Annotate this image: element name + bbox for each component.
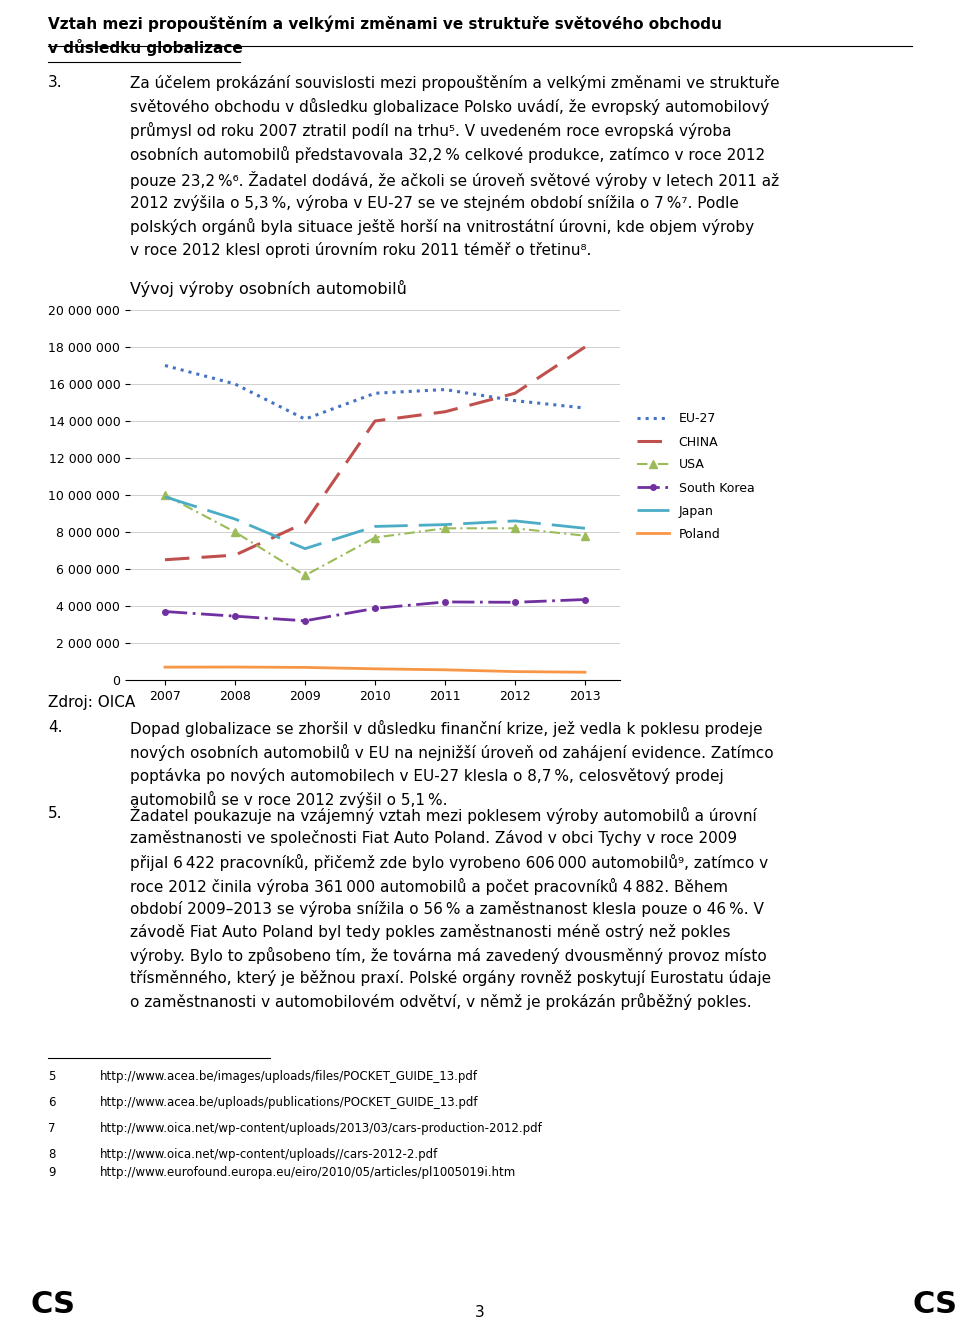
Text: http://www.eurofound.europa.eu/eiro/2010/05/articles/pl1005019i.htm: http://www.eurofound.europa.eu/eiro/2010… — [100, 1166, 516, 1178]
Text: 4.: 4. — [48, 720, 62, 735]
CHINA — [509, 386, 520, 402]
Japan — [440, 516, 451, 532]
EU-27 — [579, 400, 590, 416]
Japan — [300, 541, 311, 557]
Text: Dopad globalizace se zhoršil v důsledku finanční krize, jež vedla k poklesu prod: Dopad globalizace se zhoršil v důsledku … — [130, 720, 774, 807]
Text: CS: CS — [30, 1290, 75, 1319]
Text: 3.: 3. — [48, 74, 62, 90]
Text: http://www.oica.net/wp-content/uploads/2013/03/cars-production-2012.pdf: http://www.oica.net/wp-content/uploads/2… — [100, 1123, 542, 1134]
South Korea — [509, 595, 520, 610]
USA — [440, 520, 451, 536]
EU-27 — [440, 382, 451, 398]
EU-27 — [159, 358, 171, 374]
CHINA — [440, 404, 451, 420]
CHINA — [370, 414, 381, 430]
Text: Vývoj výroby osobních automobilů: Vývoj výroby osobních automobilů — [130, 281, 407, 297]
Text: http://www.oica.net/wp-content/uploads//cars-2012-2.pdf: http://www.oica.net/wp-content/uploads//… — [100, 1148, 439, 1161]
Japan — [579, 520, 590, 536]
Line: CHINA: CHINA — [165, 347, 585, 560]
South Korea — [370, 600, 381, 616]
Text: 6: 6 — [48, 1096, 56, 1109]
Japan — [159, 489, 171, 505]
Poland — [579, 664, 590, 680]
Text: 7: 7 — [48, 1123, 56, 1134]
Text: Vztah mezi propouštěním a velkými změnami ve struktuře světového obchodu
v důsle: Vztah mezi propouštěním a velkými změnam… — [48, 15, 722, 56]
USA — [300, 568, 311, 584]
Poland — [509, 664, 520, 680]
Text: 8: 8 — [48, 1148, 56, 1161]
Text: Za účelem prokázání souvislosti mezi propouštěním a velkými změnami ve struktuře: Za účelem prokázání souvislosti mezi pro… — [130, 74, 780, 258]
Japan — [229, 511, 241, 527]
Poland — [300, 660, 311, 676]
Japan — [370, 519, 381, 535]
Text: 5.: 5. — [48, 806, 62, 821]
Poland — [440, 662, 451, 678]
Legend: EU-27, CHINA, USA, South Korea, Japan, Poland: EU-27, CHINA, USA, South Korea, Japan, P… — [631, 406, 760, 547]
South Korea — [159, 604, 171, 620]
Poland — [159, 660, 171, 676]
Text: http://www.acea.be/uploads/publications/POCKET_GUIDE_13.pdf: http://www.acea.be/uploads/publications/… — [100, 1096, 478, 1109]
CHINA — [300, 515, 311, 531]
Line: EU-27: EU-27 — [165, 366, 585, 419]
South Korea — [229, 608, 241, 624]
Text: 9: 9 — [48, 1166, 56, 1178]
Text: http://www.acea.be/images/uploads/files/POCKET_GUIDE_13.pdf: http://www.acea.be/images/uploads/files/… — [100, 1071, 478, 1083]
EU-27 — [370, 386, 381, 402]
Text: Zdroj: OICA: Zdroj: OICA — [48, 696, 135, 710]
Poland — [370, 661, 381, 677]
EU-27 — [509, 392, 520, 408]
Text: 3: 3 — [475, 1305, 485, 1319]
USA — [370, 529, 381, 545]
Line: Poland: Poland — [165, 668, 585, 672]
EU-27 — [300, 411, 311, 427]
Poland — [229, 660, 241, 676]
Japan — [509, 513, 520, 529]
EU-27 — [229, 376, 241, 392]
CHINA — [159, 552, 171, 568]
CHINA — [229, 547, 241, 563]
USA — [509, 520, 520, 536]
CHINA — [579, 339, 590, 355]
Text: CS: CS — [912, 1290, 957, 1319]
USA — [229, 524, 241, 540]
Line: Japan: Japan — [165, 497, 585, 549]
South Korea — [300, 613, 311, 629]
USA — [579, 528, 590, 544]
South Korea — [579, 592, 590, 608]
South Korea — [440, 595, 451, 610]
Text: Žadatel poukazuje na vzájemný vztah mezi poklesem výroby automobilů a úrovní
zam: Žadatel poukazuje na vzájemný vztah mezi… — [130, 806, 771, 1009]
Text: 5: 5 — [48, 1071, 56, 1083]
Line: USA: USA — [161, 491, 589, 580]
Line: South Korea: South Korea — [162, 597, 588, 624]
USA — [159, 487, 171, 503]
